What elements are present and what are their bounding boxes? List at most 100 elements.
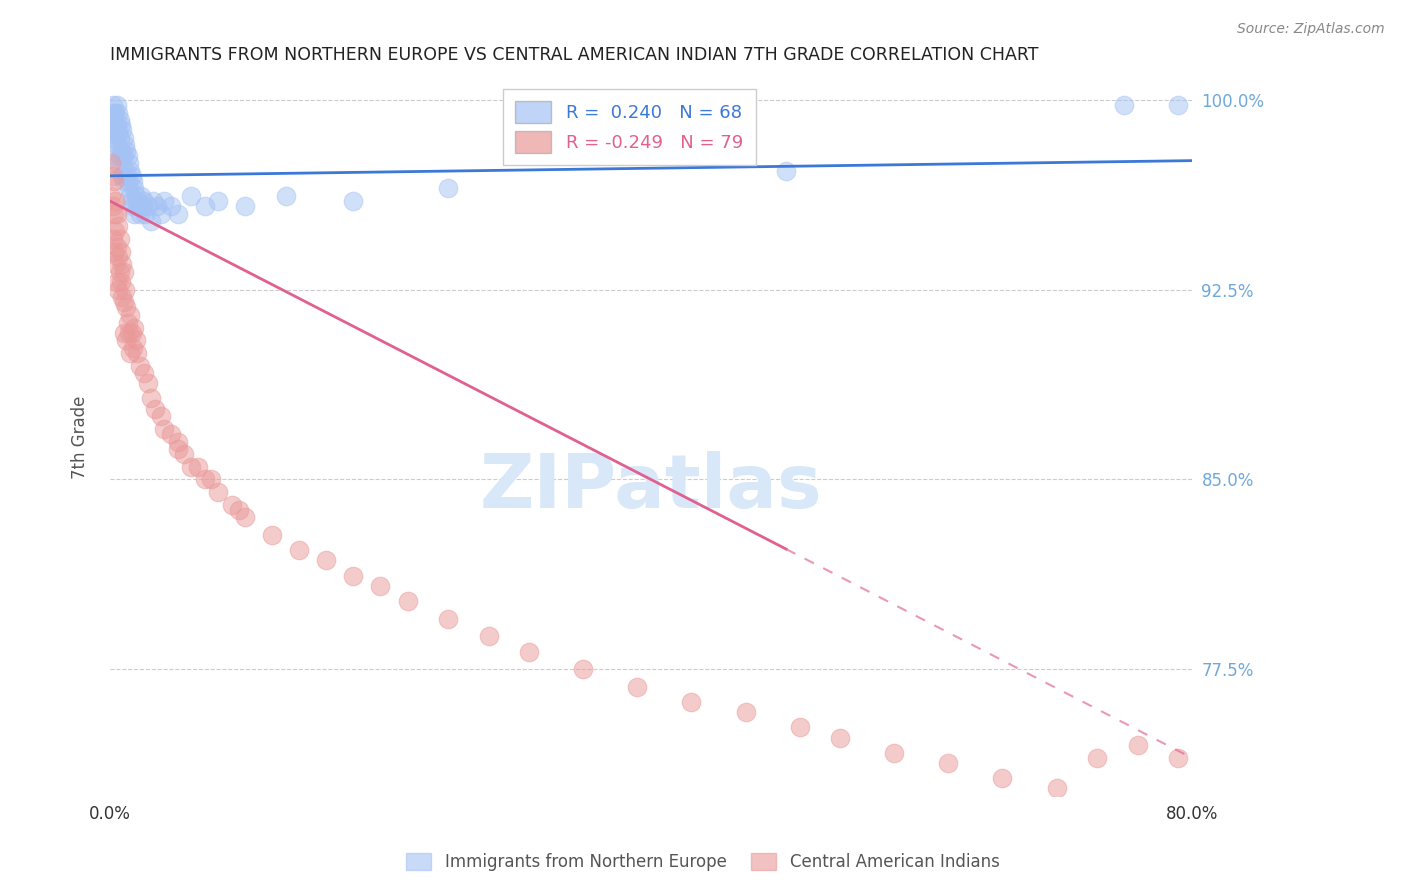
Point: [1085, 751, 1108, 765]
Point: [107, 105, 129, 120]
Text: Source: ZipAtlas.com: Source: ZipAtlas.com: [1237, 22, 1385, 37]
Point: [207, 485, 229, 500]
Point: [180, 459, 202, 474]
Point: [108, 265, 131, 279]
Point: [100, 118, 122, 132]
Point: [142, 194, 165, 208]
Point: [117, 174, 139, 188]
Point: [107, 126, 129, 140]
Point: [105, 207, 128, 221]
Point: [101, 199, 124, 213]
Point: [115, 144, 138, 158]
Point: [122, 199, 145, 213]
Point: [112, 174, 135, 188]
Point: [194, 199, 217, 213]
Point: [104, 105, 127, 120]
Point: [221, 498, 243, 512]
Point: [124, 320, 146, 334]
Point: [110, 244, 132, 259]
Point: [111, 148, 134, 162]
Point: [143, 401, 166, 416]
Point: [128, 359, 150, 373]
Point: [103, 207, 125, 221]
Point: [111, 257, 134, 271]
Point: [105, 275, 128, 289]
Point: [100, 189, 122, 203]
Point: [681, 695, 703, 709]
Point: [991, 771, 1014, 785]
Point: [139, 392, 162, 406]
Point: [136, 199, 159, 213]
Point: [125, 333, 148, 347]
Point: [118, 181, 141, 195]
Point: [830, 731, 852, 745]
Point: [108, 232, 131, 246]
Point: [105, 98, 128, 112]
Point: [139, 214, 162, 228]
Point: [160, 199, 183, 213]
Point: [115, 333, 138, 347]
Point: [103, 105, 125, 120]
Point: [115, 169, 138, 183]
Point: [104, 131, 127, 145]
Point: [103, 113, 125, 128]
Point: [127, 194, 149, 208]
Point: [103, 123, 125, 137]
Point: [120, 189, 142, 203]
Point: [101, 98, 124, 112]
Point: [1114, 98, 1136, 112]
Point: [108, 113, 131, 128]
Point: [112, 131, 135, 145]
Point: [103, 174, 125, 188]
Point: [114, 163, 136, 178]
Point: [118, 326, 141, 340]
Point: [111, 290, 134, 304]
Point: [134, 207, 156, 221]
Point: [111, 169, 134, 183]
Point: [120, 346, 142, 360]
Point: [207, 194, 229, 208]
Point: [437, 612, 460, 626]
Point: [274, 189, 297, 203]
Text: ZIPatlas: ZIPatlas: [479, 451, 823, 524]
Point: [194, 473, 217, 487]
Point: [437, 181, 460, 195]
Point: [128, 207, 150, 221]
Point: [101, 169, 124, 183]
Point: [121, 326, 143, 340]
Point: [173, 447, 195, 461]
Point: [626, 680, 648, 694]
Point: [114, 138, 136, 153]
Point: [150, 207, 173, 221]
Point: [112, 326, 135, 340]
Point: [107, 283, 129, 297]
Point: [517, 644, 540, 658]
Point: [572, 662, 595, 676]
Point: [153, 194, 176, 208]
Point: [127, 199, 149, 213]
Point: [938, 756, 960, 770]
Point: [112, 265, 135, 279]
Point: [129, 189, 152, 203]
Point: [122, 174, 145, 188]
Point: [150, 409, 173, 424]
Point: [200, 473, 222, 487]
Y-axis label: 7th Grade: 7th Grade: [72, 396, 89, 479]
Point: [132, 194, 155, 208]
Point: [1167, 751, 1189, 765]
Point: [107, 156, 129, 170]
Point: [124, 181, 146, 195]
Point: [108, 148, 131, 162]
Point: [117, 148, 139, 162]
Point: [734, 705, 756, 719]
Point: [111, 123, 134, 137]
Point: [146, 199, 169, 213]
Point: [110, 118, 132, 132]
Point: [107, 219, 129, 234]
Point: [118, 156, 141, 170]
Point: [122, 341, 145, 355]
Point: [180, 189, 202, 203]
Point: [342, 568, 364, 582]
Point: [105, 118, 128, 132]
Legend: Immigrants from Northern Europe, Central American Indians: Immigrants from Northern Europe, Central…: [398, 845, 1008, 880]
